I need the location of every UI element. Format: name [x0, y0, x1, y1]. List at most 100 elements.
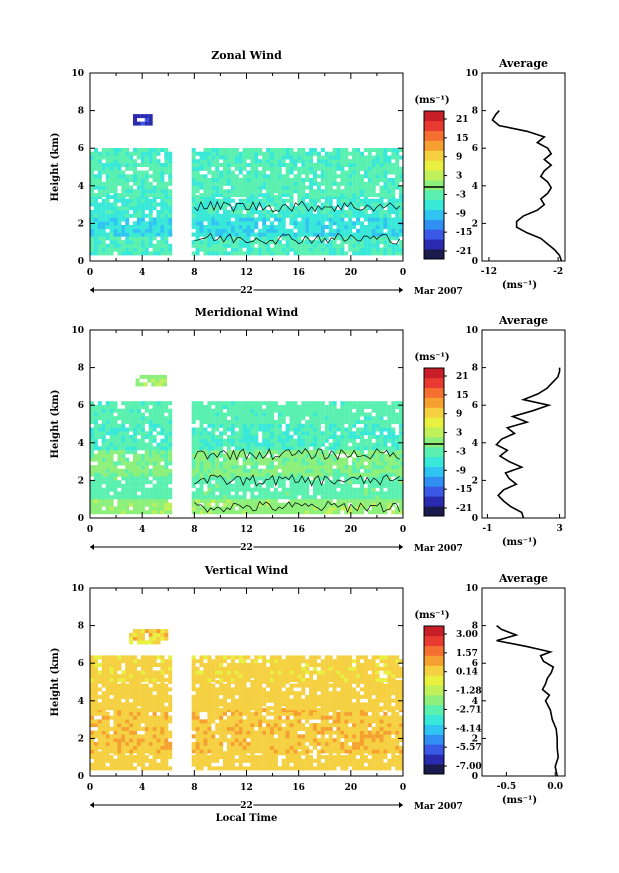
heatmap-cell — [93, 762, 98, 767]
heatmap-cell — [332, 412, 337, 417]
heatmap-cell — [109, 228, 114, 233]
heatmap-cell — [371, 491, 376, 496]
heatmap-cell — [152, 416, 157, 421]
heatmap-cell — [305, 213, 310, 218]
heatmap-cell — [371, 181, 376, 186]
heatmap-cell — [117, 683, 122, 688]
heatmap-cell — [395, 225, 400, 229]
heatmap-cell — [101, 213, 106, 218]
heatmap-cell — [191, 711, 196, 716]
heatmap-cell — [105, 206, 110, 211]
heatmap-cell — [133, 427, 137, 432]
heatmap-cell — [352, 446, 357, 451]
heatmap-cell — [395, 198, 400, 203]
heatmap-cell — [313, 438, 317, 443]
heatmap-cell — [383, 408, 388, 413]
heatmap-cell — [305, 438, 310, 443]
heatmap-cell — [309, 148, 314, 152]
heatmap-cell — [207, 210, 212, 214]
heatmap-cell — [191, 401, 196, 406]
heatmap-cell — [148, 480, 153, 485]
heatmap-cell — [309, 210, 314, 214]
heatmap-cell — [203, 225, 208, 229]
heatmap-cell — [125, 487, 130, 492]
heatmap-cell — [203, 502, 208, 507]
heatmap-cell — [273, 408, 278, 413]
heatmap-cell — [144, 442, 149, 447]
heatmap-cell — [246, 148, 251, 152]
heatmap-cell — [289, 405, 294, 409]
feature-cell — [147, 374, 152, 379]
heatmap-cell — [144, 698, 149, 703]
heatmap-cell — [109, 446, 114, 451]
heatmap-cell — [320, 450, 325, 455]
heatmap-cell — [289, 457, 294, 462]
heatmap-cell — [97, 221, 102, 226]
heatmap-cell — [395, 243, 400, 248]
heatmap-cell — [379, 236, 384, 241]
heatmap-cell — [242, 159, 247, 164]
heatmap-cell — [379, 468, 384, 473]
heatmap-cell — [254, 178, 259, 182]
feature-cell — [133, 114, 137, 119]
heatmap-cell — [223, 480, 227, 485]
heatmap-cell — [270, 461, 274, 466]
heatmap-cell — [281, 506, 286, 511]
heatmap-cell — [273, 438, 278, 443]
heatmap-cell — [316, 420, 321, 424]
heatmap-cell — [340, 151, 345, 156]
heatmap-cell — [125, 236, 130, 241]
heatmap-cell — [250, 198, 255, 203]
heatmap-cell — [332, 189, 337, 194]
heatmap-cell — [332, 243, 337, 248]
heatmap-cell — [348, 408, 353, 413]
heatmap-cell — [379, 189, 384, 194]
heatmap-cell — [117, 468, 122, 473]
heatmap-cell — [156, 174, 161, 179]
heatmap-cell — [125, 213, 130, 218]
heatmap-cell — [320, 243, 325, 248]
heatmap-cell — [332, 174, 337, 179]
heatmap-cell — [344, 457, 349, 462]
heatmap-cell — [367, 457, 372, 462]
heatmap-cell — [211, 453, 216, 458]
heatmap-cell — [258, 408, 263, 413]
heatmap-cell — [160, 663, 165, 667]
heatmap-cell — [356, 228, 361, 233]
heatmap-cell — [109, 412, 114, 417]
heatmap-cell — [375, 495, 380, 500]
heatmap-cell — [191, 499, 196, 503]
heatmap-cell — [391, 502, 396, 507]
heatmap-cell — [234, 155, 239, 160]
heatmap-cell — [348, 166, 353, 171]
heatmap-cell — [125, 480, 130, 485]
heatmap-cell — [203, 438, 208, 443]
heatmap-cell — [262, 210, 267, 214]
profile-unit: (ms⁻¹) — [502, 537, 537, 548]
heatmap-cell — [293, 491, 298, 496]
heatmap-cell — [101, 163, 106, 167]
heatmap-cell — [156, 446, 161, 451]
heatmap-cell — [101, 706, 106, 711]
heatmap-cell — [160, 674, 165, 679]
heatmap-cell — [289, 243, 294, 248]
heatmap-cell — [270, 213, 274, 218]
heatmap-cell — [156, 189, 161, 194]
heatmap-cell — [191, 480, 196, 485]
heatmap-cell — [195, 159, 200, 164]
heatmap-cell — [375, 480, 380, 485]
heatmap-cell — [140, 691, 145, 696]
heatmap-cell — [93, 487, 98, 492]
heatmap-cell — [387, 483, 392, 488]
heatmap-cell — [136, 659, 141, 664]
heatmap-cell — [258, 170, 263, 175]
heatmap-cell — [191, 745, 196, 750]
heatmap-cell — [207, 491, 212, 496]
heatmap-cell — [97, 502, 102, 507]
heatmap-cell — [352, 198, 357, 203]
heatmap-cell — [324, 181, 329, 186]
heatmap-cell — [395, 412, 400, 417]
heatmap-cell — [344, 178, 349, 182]
heatmap-cell — [266, 228, 271, 233]
heatmap-cell — [105, 189, 110, 194]
